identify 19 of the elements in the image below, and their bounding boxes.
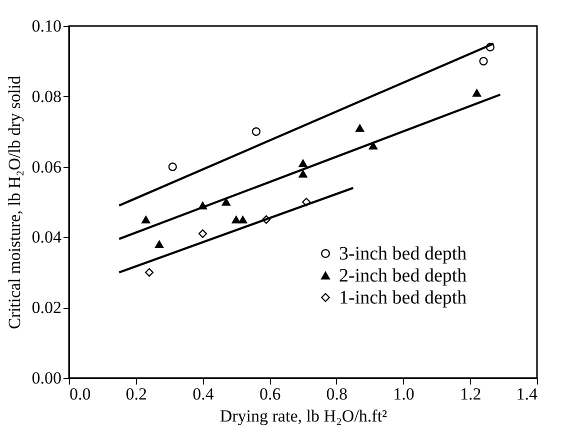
legend-label: 2-inch bed depth — [339, 266, 468, 286]
legend-label: 3-inch bed depth — [339, 244, 468, 264]
x-tick-label: 0.6 — [259, 384, 281, 404]
y-tick-label: 0.00 — [32, 368, 62, 388]
y-tick-label: 0.10 — [32, 16, 62, 36]
x-tick-label: 1.0 — [393, 384, 414, 404]
y-tick-label: 0.04 — [32, 228, 62, 247]
x-tick-label: 0.4 — [192, 384, 214, 404]
x-axis-title: Drying rate, lb H₂O/h.ft² — [220, 406, 388, 426]
legend-label: 1-inch bed depth — [339, 288, 468, 308]
x-tick-label: 1.2 — [460, 384, 482, 404]
y-tick-label: 0.08 — [32, 86, 62, 106]
y-tick-label: 0.02 — [32, 298, 62, 318]
x-tick-label: 1.4 — [516, 384, 538, 404]
x-tick-label: 0.0 — [70, 384, 91, 404]
y-tick-label: 0.06 — [32, 157, 62, 176]
y-axis-title: Critical moisture, lb H₂O/lb dry solid — [4, 75, 24, 330]
x-tick-label: 0.2 — [126, 384, 147, 404]
x-tick-label: 0.8 — [326, 384, 348, 404]
